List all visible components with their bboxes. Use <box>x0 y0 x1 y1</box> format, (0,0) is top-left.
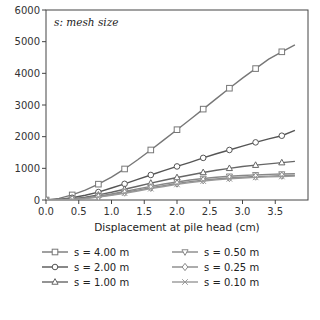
point-marker <box>279 133 285 139</box>
x-tick-label: 1.5 <box>136 206 152 217</box>
point-marker <box>174 174 180 180</box>
x-tick-label: 0.0 <box>38 206 54 217</box>
point-marker <box>174 182 180 188</box>
point-marker <box>279 159 285 165</box>
legend-marker <box>182 279 188 285</box>
point-marker <box>122 190 128 196</box>
x-tick-label: 0.5 <box>71 206 87 217</box>
x-tick <box>177 200 178 204</box>
series <box>46 172 295 200</box>
y-tick-label: 4000 <box>15 68 40 79</box>
legend-item: s = 0.50 m <box>172 247 259 258</box>
y-tick-label: 3000 <box>15 100 40 111</box>
legend-item: s = 2.00 m <box>42 262 129 273</box>
legend-item: s = 4.00 m <box>42 247 129 258</box>
x-tick <box>78 200 79 204</box>
y-tick <box>42 200 46 201</box>
y-tick <box>42 41 46 42</box>
series <box>46 130 295 200</box>
y-tick-label: 6000 <box>15 5 40 16</box>
series <box>46 174 295 200</box>
y-tick <box>42 105 46 106</box>
series <box>46 159 295 200</box>
x-tick <box>275 200 276 204</box>
y-tick-label: 2000 <box>15 131 40 142</box>
point-marker <box>122 166 128 172</box>
point-marker <box>253 66 259 72</box>
x-tick-label: 1.0 <box>104 206 120 217</box>
x-tick-label: 3.5 <box>267 206 283 217</box>
legend-marker <box>52 264 58 270</box>
legend-label: s = 0.25 m <box>204 262 259 273</box>
legend-label: s = 1.00 m <box>74 277 129 288</box>
point-marker <box>148 147 154 153</box>
series-line <box>46 130 295 200</box>
point-marker <box>279 49 285 55</box>
point-marker <box>96 194 102 200</box>
x-tick <box>144 200 145 204</box>
x-axis: 0.0 0.5 1.0 1.5 2.0 2.5 3.0 3.5 <box>38 200 283 217</box>
series-line <box>46 175 295 200</box>
legend-marker <box>182 263 188 270</box>
point-marker <box>226 165 232 171</box>
legend-label: s = 0.50 m <box>204 247 259 258</box>
point-marker <box>200 155 206 161</box>
point-marker <box>253 162 259 168</box>
y-tick-label: 5000 <box>15 36 40 47</box>
x-tick <box>209 200 210 204</box>
legend-marker <box>52 279 58 285</box>
point-marker <box>200 106 206 112</box>
point-marker <box>69 197 75 200</box>
point-marker <box>227 176 233 182</box>
point-marker <box>279 174 285 180</box>
series-line <box>46 174 295 200</box>
legend-item: s = 0.10 m <box>172 277 259 288</box>
point-marker <box>200 178 206 184</box>
y-tick <box>42 73 46 74</box>
chart: 0 1000 2000 3000 4000 5000 6000 0.0 0.5 1.0 1.5 2.0… <box>0 0 320 320</box>
point-marker <box>148 186 154 192</box>
y-tick <box>42 168 46 169</box>
point-marker <box>46 197 49 200</box>
plot-area <box>46 45 295 200</box>
point-marker <box>253 173 259 180</box>
legend-label: s = 2.00 m <box>74 262 129 273</box>
y-tick-label: 0 <box>34 195 40 206</box>
x-tick-label: 2.5 <box>202 206 218 217</box>
annotation: s: mesh size <box>54 16 118 28</box>
point-marker <box>227 147 233 153</box>
series-line <box>46 161 295 200</box>
series <box>46 45 295 200</box>
y-tick <box>42 10 46 11</box>
y-tick <box>42 136 46 137</box>
legend-label: s = 4.00 m <box>74 247 129 258</box>
point-marker <box>174 164 180 170</box>
x-tick <box>46 200 47 204</box>
point-marker <box>148 172 154 178</box>
point-marker <box>200 169 206 175</box>
point-marker <box>96 181 102 187</box>
legend-marker <box>52 249 58 255</box>
point-marker <box>253 175 259 181</box>
series-line <box>46 45 295 200</box>
series <box>46 172 295 200</box>
plot-frame <box>46 10 308 200</box>
legend-marker <box>182 250 188 256</box>
point-marker <box>227 85 233 91</box>
x-axis-label: Displacement at pile head (cm) <box>94 221 259 233</box>
x-tick <box>111 200 112 204</box>
x-tick <box>242 200 243 204</box>
legend: s = 4.00 m s = 2.00 m s = 1.00 m s = 0.50 m… <box>42 247 259 288</box>
point-marker <box>279 172 285 179</box>
y-tick-label: 1000 <box>15 163 40 174</box>
x-tick-label: 3.0 <box>235 206 251 217</box>
legend-label: s = 0.10 m <box>204 277 259 288</box>
legend-item: s = 0.25 m <box>172 262 259 273</box>
legend-item: s = 1.00 m <box>42 277 129 288</box>
point-marker <box>174 127 180 133</box>
x-tick-label: 2.0 <box>169 206 185 217</box>
y-axis: 0 1000 2000 3000 4000 5000 6000 <box>15 5 46 206</box>
point-marker <box>253 140 259 146</box>
